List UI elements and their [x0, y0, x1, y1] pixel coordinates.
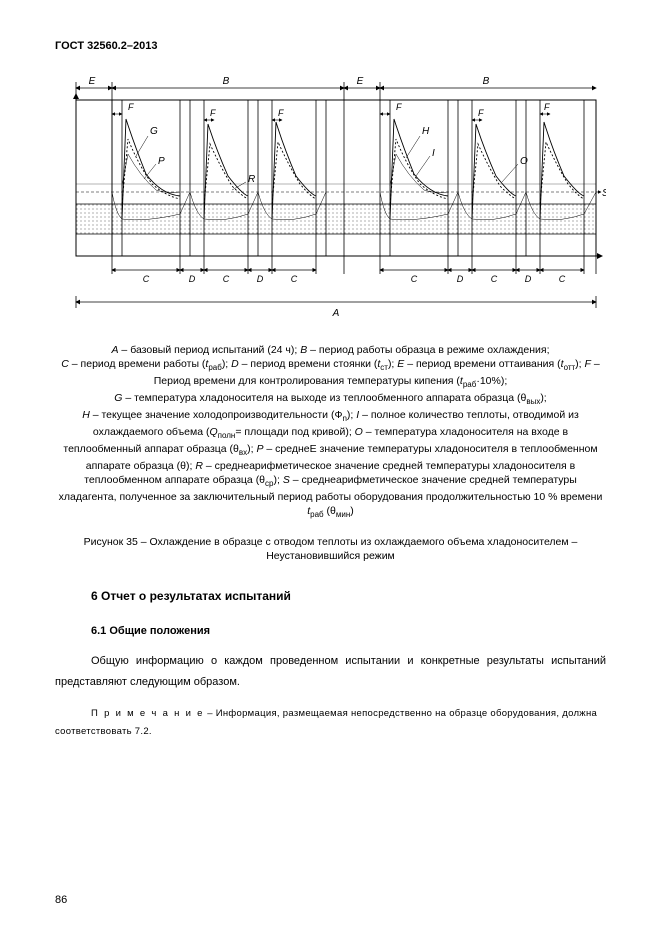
figure-legend: A – базовый период испытаний (24 ч); B –… — [55, 343, 606, 521]
page-number: 86 — [55, 894, 67, 906]
note: П р и м е ч а н и е – Информация, размещ… — [55, 705, 606, 741]
page: ГОСТ 32560.2–2013 — [0, 0, 661, 936]
svg-text:P: P — [158, 156, 165, 167]
para-1: Общую информацию о каждом проведенном ис… — [55, 651, 606, 693]
svg-text:F: F — [396, 102, 402, 112]
svg-text:I: I — [432, 148, 435, 159]
svg-text:C: C — [558, 274, 565, 284]
svg-text:C: C — [290, 274, 297, 284]
svg-text:B: B — [222, 76, 229, 87]
svg-text:D: D — [456, 274, 463, 284]
svg-text:C: C — [142, 274, 149, 284]
svg-text:C: C — [222, 274, 229, 284]
figure-svg: E B E B F F F F F F — [56, 64, 606, 329]
doc-header: ГОСТ 32560.2–2013 — [55, 40, 606, 52]
svg-text:H: H — [422, 126, 430, 137]
svg-text:A: A — [331, 308, 339, 319]
svg-text:E: E — [356, 76, 363, 87]
svg-text:F: F — [544, 102, 550, 112]
svg-text:O: O — [520, 156, 528, 167]
svg-text:S: S — [602, 188, 606, 199]
svg-text:D: D — [524, 274, 531, 284]
svg-text:D: D — [188, 274, 195, 284]
svg-text:F: F — [478, 108, 484, 118]
figure-caption: Рисунок 35 – Охлаждение в образце с отво… — [55, 535, 606, 563]
svg-text:C: C — [490, 274, 497, 284]
section-6-1-heading: 6.1 Общие положения — [91, 625, 606, 637]
svg-text:D: D — [256, 274, 263, 284]
svg-text:F: F — [278, 108, 284, 118]
svg-text:B: B — [482, 76, 489, 87]
svg-text:C: C — [410, 274, 417, 284]
figure-35: E B E B F F F F F F — [56, 64, 606, 329]
svg-text:R: R — [248, 174, 255, 185]
section-6-heading: 6 Отчет о результатах испытаний — [91, 589, 606, 603]
svg-text:F: F — [210, 108, 216, 118]
svg-text:E: E — [88, 76, 95, 87]
svg-text:G: G — [150, 126, 158, 137]
svg-text:F: F — [128, 102, 134, 112]
